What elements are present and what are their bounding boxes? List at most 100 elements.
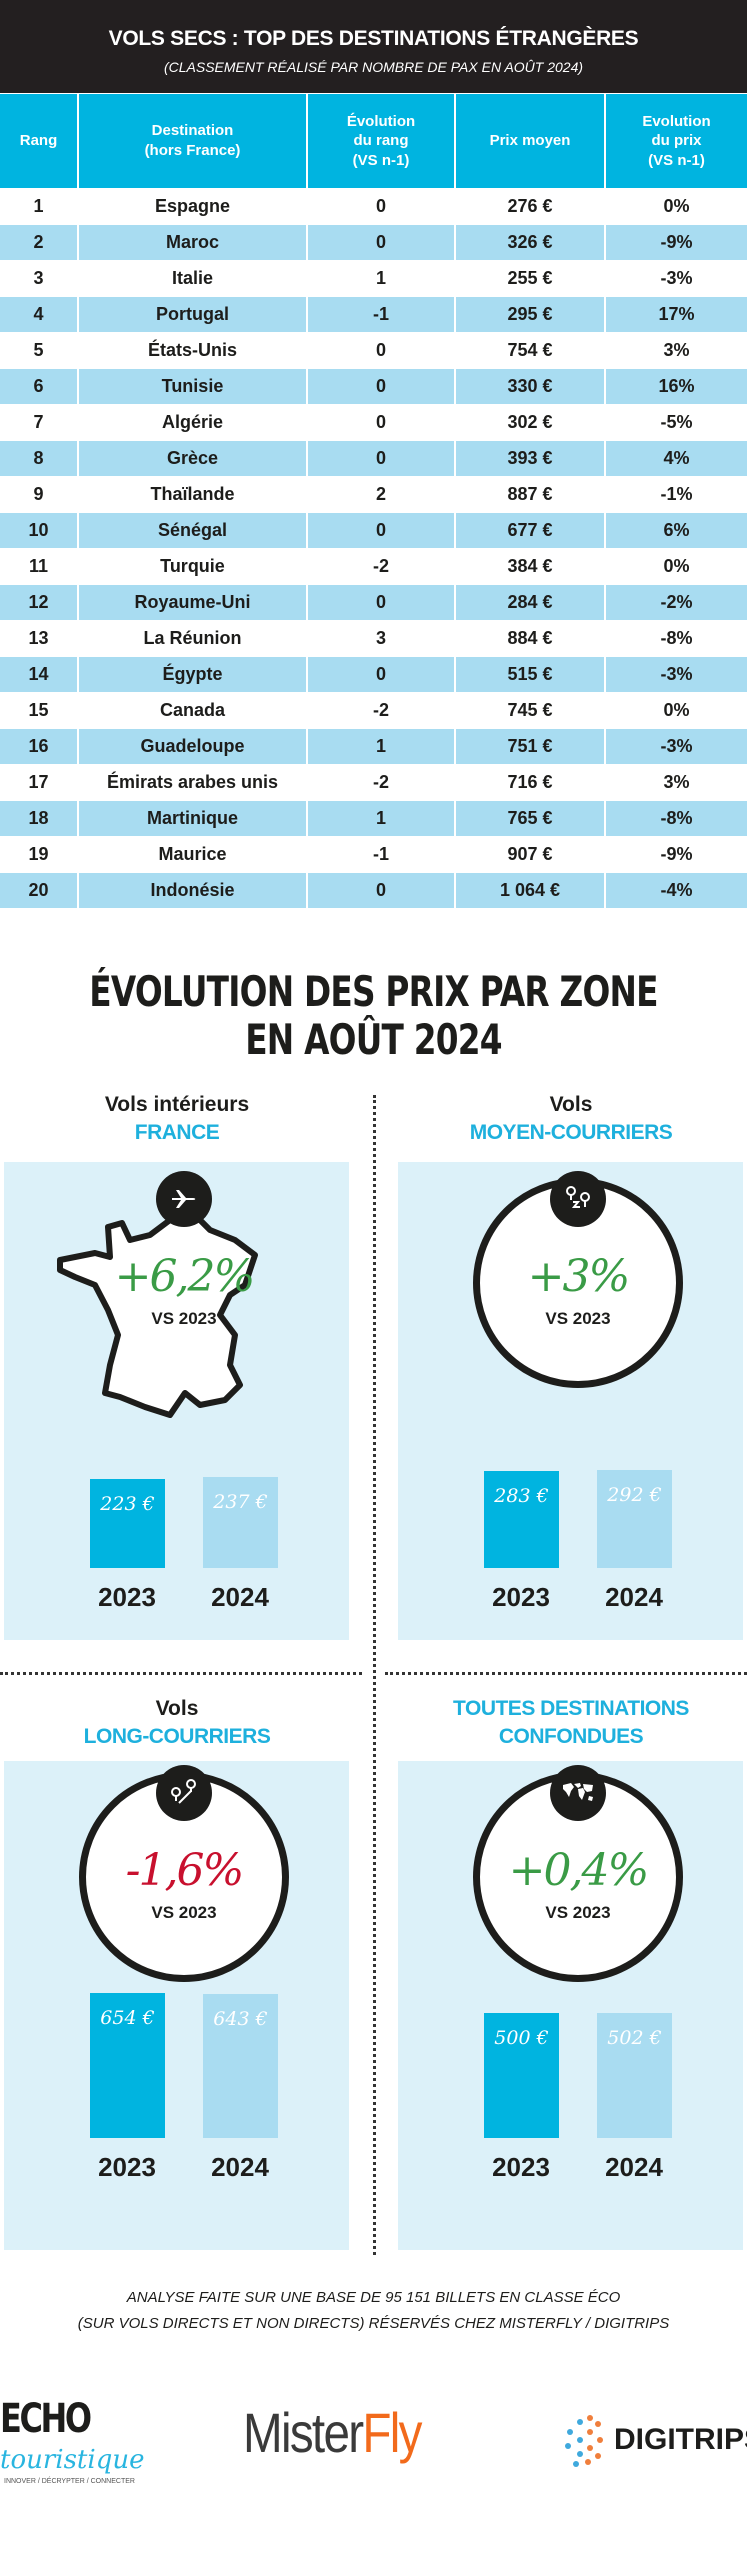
- year-label: 2023: [98, 2152, 156, 2182]
- table-cell: Espagne: [77, 187, 307, 224]
- table-cell: 384 €: [454, 547, 605, 584]
- table-cell: 765 €: [454, 799, 605, 836]
- table-cell: 4: [0, 295, 78, 332]
- footnote: ANALYSE FAITE SUR UNE BASE DE 95 151 BIL…: [0, 2285, 747, 2337]
- table-cell: 1: [306, 727, 455, 764]
- table-cell: 0: [306, 655, 455, 692]
- table-cell: 10: [0, 511, 78, 548]
- year-label: 2024: [605, 1582, 663, 1612]
- table-cell: 515 €: [454, 655, 605, 692]
- table-cell: Tunisie: [77, 367, 307, 404]
- table-row: 9 Thaïlande 2 887 € -1%: [0, 475, 747, 512]
- world-map-icon: [550, 1765, 606, 1821]
- table-cell: -9%: [604, 223, 747, 260]
- france-map-icon: [57, 1215, 258, 1418]
- table-cell: Thaïlande: [77, 475, 307, 512]
- table-cell: 3: [0, 259, 78, 296]
- misterfly-logo: MisterFly: [243, 2400, 422, 2466]
- echo-touristique-logo: ECHO touristique INNOVER / DÉCRYPTER / C…: [0, 2395, 200, 2487]
- table-row: 17 Émirats arabes unis -2 716 €3%: [0, 763, 747, 800]
- table-cell: 4%: [604, 439, 747, 476]
- table-cell: 7: [0, 403, 78, 440]
- table-cell: -2: [306, 763, 455, 800]
- echo-logo-text: ECHO: [0, 2396, 92, 2442]
- table-cell: 6%: [604, 511, 747, 548]
- table-row: 14 Égypte 0 515 € -3%: [0, 655, 747, 692]
- table-cell: Maroc: [77, 223, 307, 260]
- panel-heading-line2: MOYEN-COURRIERS: [469, 1121, 673, 1144]
- table-cell: 9: [0, 475, 78, 512]
- table-cell: Maurice: [77, 835, 307, 872]
- vs-label: VS 2023: [151, 1309, 217, 1328]
- digitrips-logo: DIGITRIPS: [560, 2410, 747, 2470]
- table-row: 11 Turquie -2 384 €0%: [0, 547, 747, 584]
- digitrips-dots-icon: [565, 2415, 603, 2467]
- table-cell: 1: [0, 187, 78, 224]
- table-cell: -5%: [604, 403, 747, 440]
- table-cell: 2: [0, 223, 78, 260]
- table-cell: Indonésie: [77, 871, 307, 908]
- table-cell: 2: [306, 475, 455, 512]
- section-title: ÉVOLUTION DES PRIX PAR ZONE EN AOÛT 2024: [82, 968, 665, 1064]
- price-bar-2023: 283 €: [484, 1471, 559, 1568]
- table-cell: -3%: [604, 259, 747, 296]
- table-cell: 12: [0, 583, 78, 620]
- echo-logo-tagline: INNOVER / DÉCRYPTER / CONNECTER: [4, 2478, 135, 2485]
- panel-heading: TOUTES DESTINATIONS CONFONDUES: [398, 1697, 744, 1753]
- price-bar-2024: 643 €: [203, 1994, 278, 2138]
- table-cell: -2: [306, 547, 455, 584]
- price-bar-2023: 500 €: [484, 2013, 559, 2138]
- price-bar-2024: 292 €: [597, 1470, 672, 1568]
- table-row: 16 Guadeloupe 1 751 € -3%: [0, 727, 747, 764]
- table-cell: États-Unis: [77, 331, 307, 368]
- table-cell: 0: [306, 367, 455, 404]
- table-cell: Sénégal: [77, 511, 307, 548]
- table-row: 13 La Réunion 3 884 € -8%: [0, 619, 747, 656]
- table-cell: 5: [0, 331, 78, 368]
- table-row: 6 Tunisie 0 330 €16%: [0, 367, 747, 404]
- table-cell: Égypte: [77, 655, 307, 692]
- table-cell: Royaume-Uni: [77, 583, 307, 620]
- price-bar-2024: 502 €: [597, 2012, 672, 2138]
- table-cell: Grèce: [77, 439, 307, 476]
- table-row: 5 États-Unis 0 754 €3%: [0, 331, 747, 368]
- table-cell: 3: [306, 619, 455, 656]
- panel-heading-line1: Vols: [549, 1093, 593, 1116]
- table-header-banner: VOLS SECS : TOP DES DESTINATIONS ÉTRANGÈ…: [0, 0, 747, 93]
- price-bar-2023: 654 €: [90, 1992, 165, 2138]
- table-row: 12 Royaume-Uni 0 284 € -2%: [0, 583, 747, 620]
- year-label: 2024: [605, 2152, 663, 2182]
- table-cell: 907 €: [454, 835, 605, 872]
- table-cell: Guadeloupe: [77, 727, 307, 764]
- panel-heading-line2: LONG-COURRIERS: [83, 1725, 271, 1748]
- table-cell: 0: [306, 439, 455, 476]
- year-label: 2023: [492, 1582, 550, 1612]
- table-cell: 745 €: [454, 691, 605, 728]
- section-title-line2: EN AOÛT 2024: [245, 1015, 502, 1064]
- panel-heading-line1: Vols: [155, 1697, 199, 1720]
- table-cell: Algérie: [77, 403, 307, 440]
- table-row: 18 Martinique 1 765 € -8%: [0, 799, 747, 836]
- table-cell: -1: [306, 835, 455, 872]
- airplane-icon: [156, 1171, 212, 1227]
- column-header: Rang: [0, 94, 78, 188]
- table-cell: 393 €: [454, 439, 605, 476]
- table-cell: 0: [306, 187, 455, 224]
- table-cell: 19: [0, 835, 78, 872]
- table-cell: 0: [306, 511, 455, 548]
- panel-heading: Vols intérieurs FRANCE: [4, 1093, 350, 1149]
- table-cell: 0%: [604, 187, 747, 224]
- table-cell: -1%: [604, 475, 747, 512]
- table-cell: 677 €: [454, 511, 605, 548]
- table-cell: 330 €: [454, 367, 605, 404]
- table-cell: 1 064 €: [454, 871, 605, 908]
- destinations-table: Rang Destination (hors France) Évolution d…: [0, 94, 747, 908]
- table-row: 1 Espagne 0 276 €0%: [0, 187, 747, 224]
- column-header: Évolution du rang (VS n-1): [306, 94, 455, 188]
- table-cell: 17: [0, 763, 78, 800]
- year-label: 2023: [492, 2152, 550, 2182]
- table-cell: 17%: [604, 295, 747, 332]
- table-row: 4 Portugal -1 295 €17%: [0, 295, 747, 332]
- table-cell: 18: [0, 799, 78, 836]
- table-cell: -2%: [604, 583, 747, 620]
